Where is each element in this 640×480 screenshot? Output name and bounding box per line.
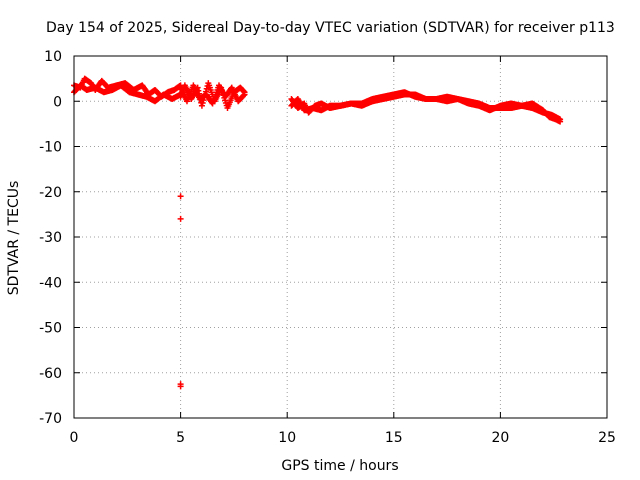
y-tick-label: -30	[39, 230, 62, 246]
y-tick-label: -70	[39, 411, 62, 427]
data-point	[557, 116, 564, 123]
data-point	[203, 85, 210, 92]
y-tick-label: -50	[39, 321, 62, 337]
x-tick-label: 0	[70, 430, 79, 446]
x-axis-label: GPS time / hours	[281, 458, 398, 474]
x-tick-label: 10	[278, 430, 296, 446]
x-tick-label: 15	[385, 430, 403, 446]
data-point	[198, 102, 205, 109]
y-tick-label: 10	[44, 49, 62, 65]
x-tick-label: 5	[176, 430, 185, 446]
plot-frame	[73, 55, 608, 419]
grid	[74, 56, 607, 418]
y-tick-label: 0	[53, 94, 62, 110]
data-series	[71, 75, 564, 390]
x-tick-label: 20	[491, 430, 509, 446]
y-tick-label: -40	[39, 275, 62, 291]
data-point	[177, 193, 184, 200]
x-tick-label: 25	[598, 430, 616, 446]
axis-ticks: 0 5 10 15 20 25 10 0 -10 -20 -30 -40 -50 -60 -70	[39, 49, 616, 446]
data-point	[177, 383, 184, 390]
data-point	[177, 215, 184, 222]
data-point	[199, 99, 206, 106]
y-tick-label: -10	[39, 140, 62, 156]
chart-title: Day 154 of 2025, Sidereal Day-to-day VTE…	[46, 20, 615, 36]
data-point	[240, 92, 247, 99]
y-axis-label: SDTVAR / TECUs	[6, 181, 22, 296]
data-point	[241, 91, 248, 98]
y-tick-label: -20	[39, 185, 62, 201]
y-tick-label: -60	[39, 366, 62, 382]
